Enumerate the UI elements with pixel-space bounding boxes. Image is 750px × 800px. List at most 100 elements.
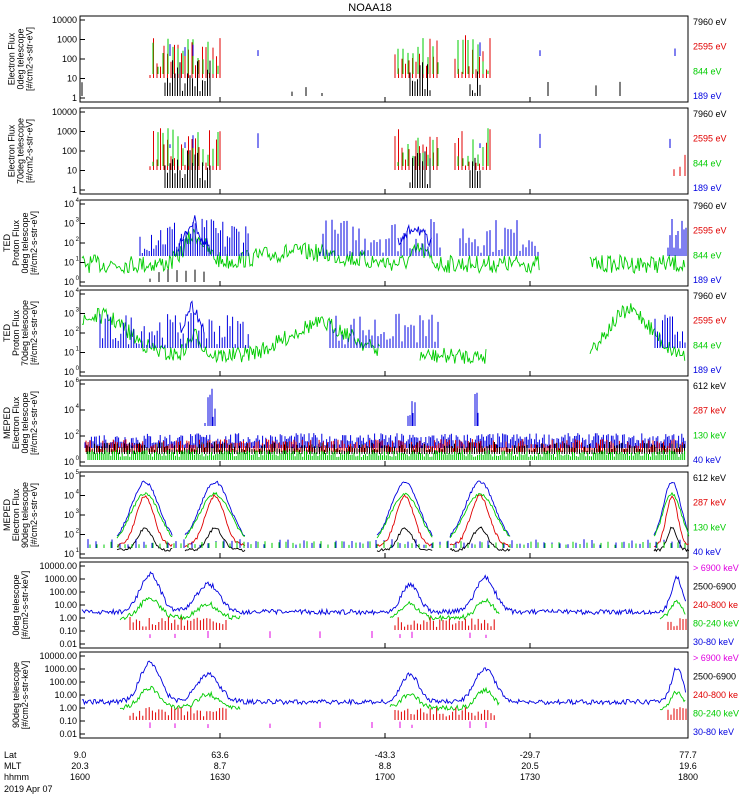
panel-p7: 10000.00 1000.00 100.00 10.00 1.00 0.10 0.01 0d… [11, 561, 739, 649]
x-tick-label-mlt: 8.8 [379, 761, 392, 771]
y-tick-exponent: 3 [76, 308, 80, 314]
blue-spikes [99, 313, 686, 348]
red-spikes [149, 128, 221, 170]
green-spikes [457, 128, 489, 166]
legend-entry: 189 eV [693, 91, 722, 101]
blue-trace [449, 480, 511, 538]
y-tick-label: 100 [62, 54, 77, 64]
panel-frame [79, 651, 689, 739]
red-spikes [673, 154, 686, 176]
y-axis-label: MEPED [2, 499, 12, 532]
y-tick-label: 10 [67, 166, 77, 176]
legend-entry: 189 eV [693, 275, 722, 285]
y-tick-label: 10 [64, 491, 74, 501]
x-row-label: Lat [4, 750, 17, 760]
legend-entry: 7960 eV [693, 109, 727, 119]
black-spikes [469, 157, 481, 188]
y-tick-label: 10 [64, 405, 74, 415]
x-tick-label-lat: 9.0 [74, 750, 87, 760]
y-axis-label: 90deg telescope [11, 662, 21, 728]
black-spikes [81, 81, 621, 96]
green-trace [376, 492, 433, 539]
panel-data [149, 128, 686, 188]
legend-entry: 2500-6900 [693, 582, 736, 592]
legend-entry: 30-80 keV [693, 727, 734, 737]
y-axis-label: MEPED [2, 407, 12, 440]
x-tick-label-hhmm: 1600 [70, 772, 90, 782]
green-trace [589, 253, 686, 274]
black-spikes [86, 442, 685, 454]
green-spikes [457, 39, 489, 74]
red-spikes [394, 38, 438, 78]
x-row-label: hhmm [4, 772, 29, 782]
y-tick-label: 100 [62, 146, 77, 156]
green-trace [389, 597, 500, 622]
blue-trace [179, 300, 205, 335]
y-tick-label: 0.10 [59, 626, 77, 636]
legend-entry: 40 keV [693, 455, 721, 465]
black-spikes [164, 150, 211, 188]
y-axis-label: 70deg telescope [16, 118, 26, 184]
y-axis-label: TED [2, 323, 12, 342]
y-tick-label: 10 [64, 348, 74, 358]
y-tick-label: 10 [64, 471, 74, 481]
y-tick-exponent: 2 [76, 327, 80, 333]
legend-entry: 189 eV [693, 365, 722, 375]
panel-data [81, 300, 686, 364]
y-tick-label: 10 [64, 277, 74, 287]
y-tick-label: 10 [64, 238, 74, 248]
y-tick-exponent: 4 [76, 198, 80, 204]
y-tick-label: 10 [64, 309, 74, 319]
black-trace [376, 527, 433, 552]
black-spikes [409, 151, 431, 188]
y-tick-label: 10 [64, 457, 74, 467]
legend-entry: 2595 eV [693, 226, 727, 236]
blue-trace [184, 480, 246, 537]
red-spikes [394, 129, 438, 170]
y-axis-label: Electron Flux [11, 488, 21, 541]
x-tick-label-lat: -43.3 [375, 750, 396, 760]
red-trace [376, 494, 433, 547]
y-axis-label: TED [2, 233, 12, 252]
x-tick-label-hhmm: 1730 [520, 772, 540, 782]
blue-trace [177, 215, 209, 252]
green-trace [589, 303, 686, 361]
y-tick-label: 10 [64, 367, 74, 377]
y-axis-label: 70deg telescope [20, 300, 30, 366]
y-tick-label: 1.00 [59, 703, 77, 713]
legend-entry: 30-80 keV [693, 637, 734, 647]
y-tick-exponent: 3 [76, 218, 80, 224]
y-tick-label: 10 [64, 289, 74, 299]
y-tick-exponent: 2 [76, 529, 80, 535]
black-spikes [409, 62, 431, 96]
green-trace [119, 596, 241, 621]
legend-entry: 80-240 keV [693, 619, 739, 629]
legend-entry: 130 keV [693, 522, 726, 532]
y-tick-label: 10000.00 [39, 561, 77, 571]
red-trace [184, 494, 246, 548]
legend-entry: 287 keV [693, 406, 726, 416]
y-tick-label: 0.01 [59, 729, 77, 739]
y-tick-label: 0.10 [59, 716, 77, 726]
legend-entry: 130 keV [693, 430, 726, 440]
panel-data [81, 35, 676, 96]
y-tick-exponent: 1 [76, 257, 80, 263]
x-tick-label-hhmm: 1800 [678, 772, 698, 782]
x-tick-label-hhmm: 1700 [375, 772, 395, 782]
red-trace [116, 495, 173, 548]
green-spikes [89, 541, 686, 548]
panel-frame [79, 379, 689, 467]
green-trace [81, 307, 380, 364]
black-trace [449, 526, 511, 552]
y-axis-label: [#/cm2-s-str-keV] [20, 571, 30, 640]
green-trace [653, 491, 690, 537]
y-axis-label: 0deg telescope [20, 212, 30, 273]
y-tick-exponent: 1 [76, 347, 80, 353]
panel-p2: 10000 1000 100 10 1 Electron Flux 70deg telesc… [7, 107, 727, 195]
chart-title: NOAA18 [348, 2, 391, 14]
x-tick-label-lat: 63.6 [211, 750, 229, 760]
y-tick-label: 1000 [57, 127, 77, 137]
